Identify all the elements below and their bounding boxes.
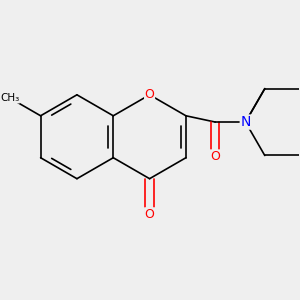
- Text: O: O: [210, 150, 220, 163]
- Text: O: O: [145, 88, 154, 101]
- Text: N: N: [240, 115, 251, 129]
- Text: CH₃: CH₃: [0, 93, 20, 103]
- Text: O: O: [145, 208, 154, 221]
